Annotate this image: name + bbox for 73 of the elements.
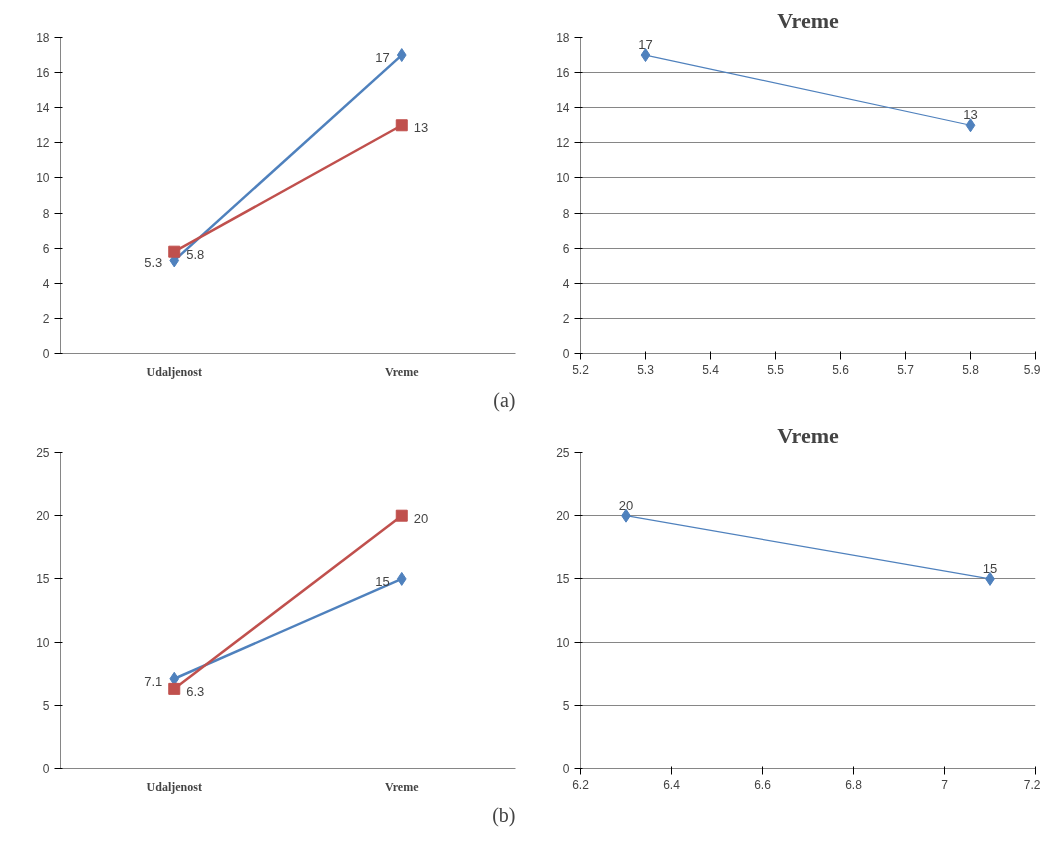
point [395,509,408,522]
y-tick-label: 6 [562,241,570,256]
x-tick-label: Vreme [384,364,420,379]
y-tick-label: 5 [562,698,570,713]
point [396,48,407,63]
y-tick-label: 5 [42,698,50,713]
x-tick-label: 6.8 [845,777,863,792]
data-label: 5.3 [144,255,163,271]
data-label: 5.8 [186,246,205,262]
x-tick-label: 5.2 [572,362,590,377]
y-tick-label: 10 [556,171,570,186]
point [168,682,181,695]
y-tick-label: 15 [36,572,50,587]
y-tick-label: 10 [556,635,570,650]
x-tick-label: 7.2 [1023,777,1041,792]
x-tick-label: 5.3 [637,362,655,377]
x-tick-label: 6.6 [754,777,772,792]
data-label: 17 [375,50,390,66]
chart-title: Vreme [777,7,839,33]
point [168,245,181,258]
x-tick-label: 5.4 [702,362,720,377]
y-tick-label: 4 [42,276,50,291]
y-tick-label: 12 [556,136,570,151]
y-tick-label: 0 [562,347,570,361]
y-tick-label: 12 [36,136,50,151]
y-tick-label: 14 [556,101,570,116]
x-tick-label: 5.5 [767,362,785,377]
y-tick-label: 25 [556,446,570,460]
text: (b) [492,803,516,827]
data-label: 13 [413,120,429,136]
y-tick-label: 8 [42,206,50,221]
x-tick-label: Vreme [384,779,420,794]
data-label: 6.3 [186,683,205,699]
x-tick-label: 5.9 [1023,362,1041,377]
y-tick-label: 20 [36,509,50,524]
data-label: 15 [982,560,998,576]
x-tick-label: 6.4 [663,777,681,792]
data-label: 13 [963,107,978,123]
y-tick-label: 15 [556,572,570,587]
x-tick-label: 5.6 [832,362,850,377]
data-label: 15 [375,573,390,589]
y-tick-label: 0 [42,347,50,361]
y-tick-label: 2 [42,311,50,326]
y-tick-label: 6 [42,241,50,256]
data-label: 20 [413,510,429,526]
x-tick-label: 6.2 [572,777,590,792]
y-tick-label: 16 [556,66,570,81]
data-label: 20 [618,497,634,513]
x-tick-label: Udaljenost [146,779,202,794]
chart-title: Vreme [777,422,839,448]
y-tick-label: 18 [36,31,50,45]
data-label: 17 [638,37,653,53]
data-label: 7.1 [144,673,163,689]
x-tick-label: 5.8 [962,362,980,377]
y-tick-label: 0 [562,762,570,776]
x-tick-label: Udaljenost [146,364,202,379]
y-tick-label: 10 [36,171,50,186]
y-tick-label: 20 [556,509,570,524]
y-tick-label: 14 [36,101,50,116]
text: (a) [493,388,516,412]
y-tick-label: 0 [42,762,50,776]
y-tick-label: 18 [556,31,570,45]
point [169,671,180,686]
point [396,571,407,586]
x-tick-label: 5.7 [897,362,915,377]
y-tick-label: 25 [36,446,50,460]
x-tick-label: 7 [941,777,949,792]
y-tick-label: 4 [562,276,570,291]
point [395,119,408,132]
y-tick-label: 8 [562,206,570,221]
y-tick-label: 16 [36,66,50,81]
y-tick-label: 10 [36,635,50,650]
y-tick-label: 2 [562,311,570,326]
